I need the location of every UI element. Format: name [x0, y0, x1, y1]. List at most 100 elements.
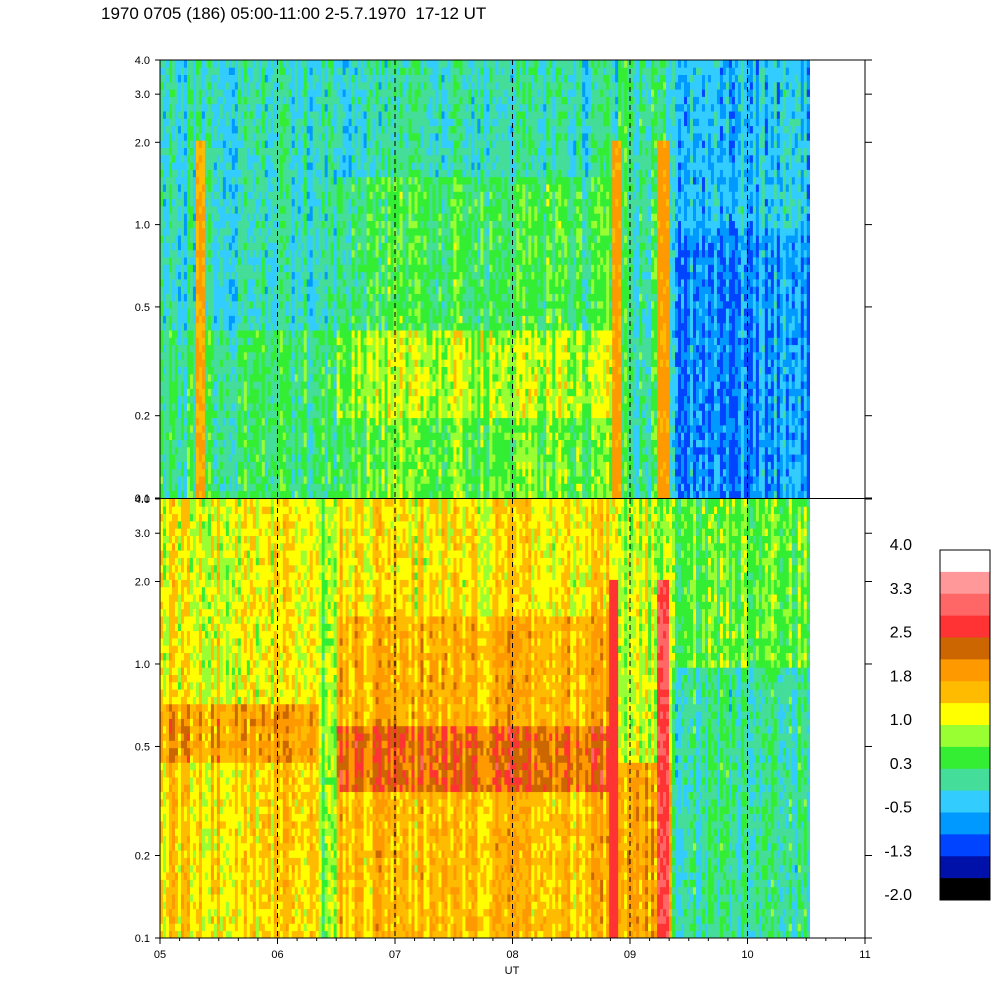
heatmap-cell [366, 147, 370, 156]
heatmap-cell [360, 330, 365, 338]
heatmap-cell [204, 388, 209, 397]
heatmap-cell [375, 454, 379, 462]
heatmap-cell [261, 425, 266, 433]
heatmap-cell [243, 169, 248, 178]
heatmap-cell [399, 279, 403, 287]
heatmap-cell [225, 373, 230, 382]
heatmap-cell [207, 118, 212, 127]
heatmap-cell [300, 359, 305, 367]
heatmap-cell [255, 410, 260, 419]
heatmap-cell [309, 286, 314, 294]
heatmap-cell [213, 403, 218, 411]
heatmap-cell [336, 176, 341, 185]
heatmap-cell [330, 410, 335, 419]
heatmap-cell [282, 337, 287, 346]
heatmap-cell [405, 330, 409, 338]
heatmap-cell [363, 220, 368, 229]
heatmap-cell [405, 271, 409, 280]
heatmap-cell [246, 483, 251, 492]
heatmap-cell [369, 315, 373, 324]
heatmap-cell [354, 257, 359, 265]
heatmap-cell [258, 235, 263, 243]
heatmap-cell [282, 286, 287, 294]
heatmap-cell [162, 206, 167, 214]
heatmap-cell [174, 67, 179, 75]
heatmap-cell [291, 125, 296, 134]
heatmap-cell [168, 235, 173, 243]
heatmap-cell [345, 446, 350, 455]
heatmap-cell [381, 446, 385, 455]
heatmap-cell [288, 322, 293, 331]
heatmap-cell [384, 125, 388, 134]
heatmap-cell [360, 293, 365, 302]
heatmap-cell [339, 89, 344, 97]
heatmap-cell [324, 279, 329, 287]
heatmap-cell [336, 198, 341, 207]
heatmap-cell [297, 67, 302, 75]
heatmap-cell [255, 388, 260, 397]
heatmap-cell [291, 454, 296, 462]
heatmap-cell [300, 439, 305, 448]
heatmap-cell [384, 359, 388, 367]
heatmap-cell [384, 373, 388, 382]
heatmap-cell [396, 315, 400, 324]
heatmap-cell [177, 344, 182, 353]
heatmap-cell [228, 111, 233, 119]
heatmap-cell [351, 425, 356, 433]
heatmap-cell [174, 213, 179, 221]
heatmap-cell [219, 279, 224, 287]
heatmap-cell [195, 227, 200, 236]
heatmap-cell [207, 432, 212, 440]
heatmap-cell [294, 344, 299, 353]
heatmap-cell [225, 227, 230, 236]
heatmap-cell [312, 381, 317, 389]
heatmap-cell [201, 213, 206, 221]
heatmap-cell [171, 446, 176, 455]
heatmap-cell [345, 191, 350, 200]
heatmap-cell [276, 213, 281, 221]
heatmap-cell [198, 476, 203, 484]
heatmap-cell [160, 264, 164, 273]
heatmap-cell [168, 111, 173, 119]
heatmap-cell [315, 140, 320, 148]
heatmap-cell [396, 227, 400, 236]
heatmap-cell [297, 191, 302, 200]
heatmap-cell [381, 352, 385, 360]
heatmap-cell [258, 403, 263, 411]
heatmap-cell [216, 198, 221, 207]
heatmap-cell [270, 461, 275, 470]
heatmap-cell [255, 490, 260, 498]
heatmap-cell [252, 352, 257, 360]
heatmap-cell [189, 322, 194, 331]
heatmap-cell [168, 461, 173, 470]
heatmap-cell [222, 67, 227, 75]
heatmap-cell [291, 381, 296, 389]
heatmap-cell [372, 468, 376, 477]
heatmap-cell [222, 315, 227, 324]
heatmap-cell [219, 410, 224, 419]
heatmap-cell [315, 366, 320, 375]
heatmap-cell [219, 271, 224, 280]
heatmap-cell [345, 300, 350, 309]
heatmap-cell [258, 81, 263, 90]
heatmap-cell [279, 213, 284, 221]
heatmap-cell [378, 359, 382, 367]
heatmap-cell [270, 169, 275, 178]
heatmap-cell [369, 118, 373, 127]
heatmap-cell [210, 184, 215, 192]
heatmap-cell [360, 388, 365, 397]
heatmap-cell [165, 490, 170, 498]
heatmap-cell [243, 140, 248, 148]
heatmap-cell [246, 388, 251, 397]
heatmap-cell [240, 191, 245, 200]
heatmap-cell [162, 300, 167, 309]
heatmap-cell [375, 220, 379, 229]
heatmap-cell [243, 74, 248, 83]
heatmap-cell [288, 257, 293, 265]
heatmap-cell [408, 410, 412, 419]
heatmap-cell [258, 133, 263, 141]
heatmap-cell [204, 103, 209, 112]
heatmap-cell [276, 60, 281, 68]
heatmap-cell [360, 169, 365, 178]
heatmap-cell [207, 198, 212, 207]
